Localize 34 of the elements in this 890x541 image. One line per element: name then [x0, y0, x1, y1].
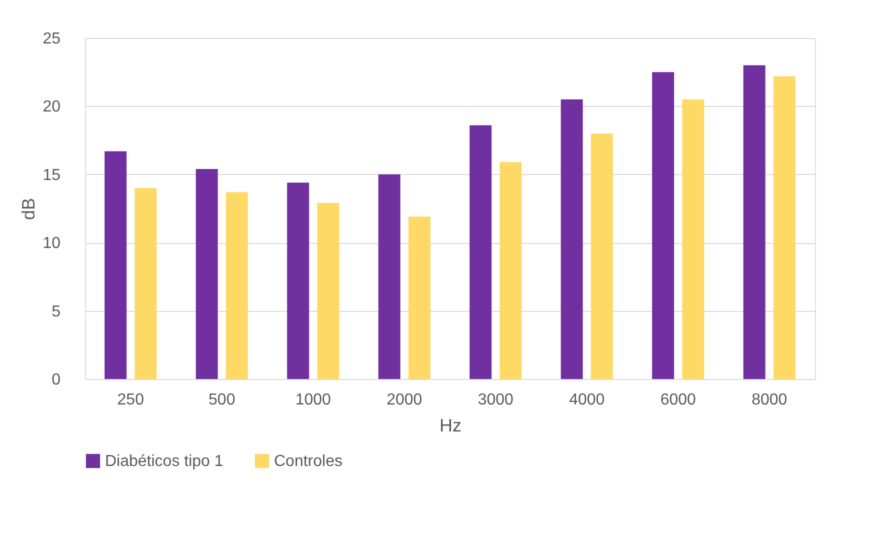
bar: [104, 151, 127, 379]
y-tick-label: 10: [42, 235, 61, 252]
bar: [652, 72, 674, 379]
y-tick-label: 20: [42, 98, 61, 116]
x-tick-label: 250: [117, 392, 144, 408]
bar: [773, 76, 796, 379]
bar: [317, 203, 340, 379]
x-tick-label: 2000: [386, 392, 422, 408]
bar: [196, 168, 218, 379]
y-tick-label: 15: [42, 166, 61, 184]
bar: [560, 99, 583, 379]
x-tick-label: 3000: [478, 392, 514, 408]
bar: [590, 133, 613, 379]
bar: [378, 174, 400, 379]
bar: [500, 162, 522, 379]
y-axis-title: dB: [18, 198, 39, 220]
bar: [226, 192, 248, 379]
legend-label: Diabéticos tipo 1: [105, 453, 224, 470]
bar: [408, 216, 430, 379]
bar: [682, 99, 704, 379]
x-tick-label: 500: [208, 392, 236, 408]
y-tick-label: 0: [52, 372, 61, 388]
bar: [134, 188, 157, 379]
bar: [287, 182, 310, 379]
y-tick-label: 25: [42, 30, 61, 48]
bar: [743, 65, 766, 379]
x-tick-label: 4000: [569, 392, 605, 408]
bar: [470, 125, 492, 379]
legend-label: Controles: [274, 453, 342, 470]
y-tick-label: 5: [52, 303, 61, 320]
x-tick-label: 8000: [752, 392, 788, 408]
x-tick-label: 6000: [660, 392, 696, 408]
x-tick-label: 1000: [295, 392, 332, 408]
x-axis-title: Hz: [440, 416, 462, 436]
